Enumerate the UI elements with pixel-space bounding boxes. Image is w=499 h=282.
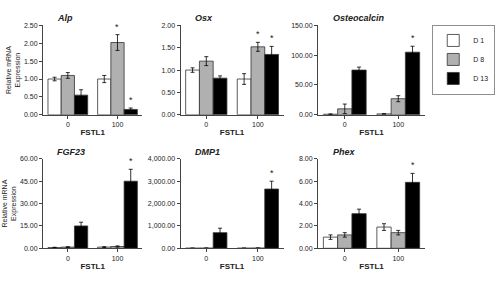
svg-text:45.00: 45.00	[20, 178, 38, 185]
svg-text:2.00: 2.00	[161, 22, 175, 29]
svg-text:FGF23: FGF23	[57, 147, 85, 157]
svg-text:50.00: 50.00	[295, 81, 313, 88]
svg-text:D 1: D 1	[473, 37, 484, 44]
svg-text:100: 100	[112, 255, 124, 262]
svg-text:0.00: 0.00	[161, 111, 175, 118]
svg-text:0: 0	[204, 255, 208, 262]
svg-text:100.00: 100.00	[291, 52, 313, 59]
svg-text:0.00: 0.00	[299, 245, 313, 252]
svg-text:15.00: 15.00	[20, 222, 38, 229]
svg-text:Osx: Osx	[195, 13, 213, 23]
svg-text:1.00: 1.00	[161, 67, 175, 74]
svg-text:100: 100	[252, 121, 264, 128]
svg-text:Alp: Alp	[57, 13, 73, 23]
svg-text:6.00: 6.00	[299, 178, 313, 185]
svg-text:0: 0	[204, 121, 208, 128]
svg-text:*: *	[270, 168, 274, 178]
svg-text:*: *	[115, 22, 119, 32]
svg-text:FSTL1: FSTL1	[80, 262, 105, 271]
svg-text:2.00: 2.00	[299, 222, 313, 229]
svg-text:D 8: D 8	[473, 56, 484, 63]
svg-text:4.00: 4.00	[299, 200, 313, 207]
svg-text:0.50: 0.50	[161, 89, 175, 96]
svg-text:150.00: 150.00	[291, 22, 313, 29]
svg-text:*: *	[411, 160, 415, 170]
svg-text:FSTL1: FSTL1	[220, 262, 245, 271]
svg-text:0.00: 0.00	[24, 111, 38, 118]
svg-text:D 13: D 13	[473, 75, 488, 82]
svg-text:*: *	[411, 33, 415, 43]
svg-text:2.00: 2.00	[24, 40, 38, 47]
svg-text:FSTL1: FSTL1	[80, 128, 105, 137]
svg-text:100: 100	[392, 255, 404, 262]
svg-text:0: 0	[343, 255, 347, 262]
svg-text:4,000.00: 4,000.00	[148, 155, 175, 162]
svg-text:2.50: 2.50	[24, 22, 38, 29]
svg-text:0.00: 0.00	[161, 245, 175, 252]
svg-text:FSTL1: FSTL1	[220, 128, 245, 137]
svg-text:*: *	[270, 33, 274, 43]
svg-text:8.00: 8.00	[299, 155, 313, 162]
svg-text:Osteocalcin: Osteocalcin	[333, 13, 385, 23]
svg-text:100: 100	[112, 121, 124, 128]
svg-text:0: 0	[343, 121, 347, 128]
svg-text:2,000.00: 2,000.00	[148, 200, 175, 207]
svg-text:Relative mRNAExpression: Relative mRNAExpression	[5, 46, 22, 94]
svg-text:Relative mRNAExpression: Relative mRNAExpression	[1, 179, 18, 227]
svg-text:60.00: 60.00	[20, 155, 38, 162]
svg-text:Phex: Phex	[333, 147, 356, 157]
svg-text:1.50: 1.50	[161, 44, 175, 51]
svg-text:30.00: 30.00	[20, 200, 38, 207]
svg-text:3,000.00: 3,000.00	[148, 178, 175, 185]
svg-text:0: 0	[66, 255, 70, 262]
svg-text:0.00: 0.00	[299, 111, 313, 118]
svg-text:0: 0	[66, 121, 70, 128]
svg-text:FSTL1: FSTL1	[359, 262, 384, 271]
svg-text:0.50: 0.50	[24, 93, 38, 100]
svg-text:100: 100	[392, 121, 404, 128]
svg-text:DMP1: DMP1	[195, 147, 220, 157]
svg-text:100: 100	[252, 255, 264, 262]
svg-text:*: *	[129, 95, 133, 105]
svg-text:1.50: 1.50	[24, 58, 38, 65]
svg-text:0.00: 0.00	[24, 245, 38, 252]
svg-text:1,000.00: 1,000.00	[148, 222, 175, 229]
svg-text:*: *	[129, 156, 133, 166]
svg-text:FSTL1: FSTL1	[359, 128, 384, 137]
svg-text:*: *	[256, 29, 260, 39]
svg-text:1.00: 1.00	[24, 75, 38, 82]
